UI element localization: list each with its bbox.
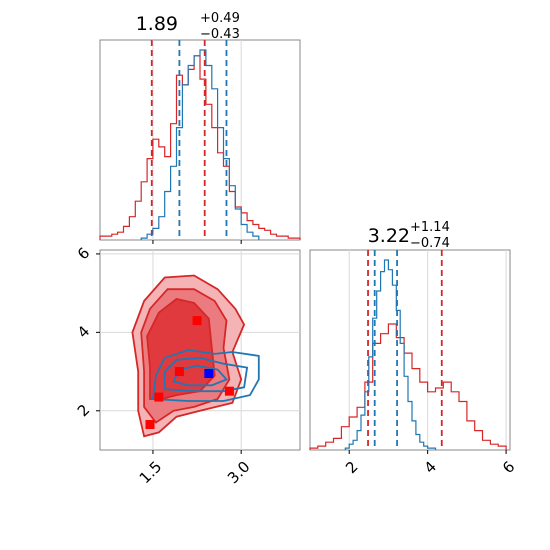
marker-1 (174, 367, 184, 377)
tl-series-1-histogram (140, 49, 260, 240)
marker-2 (224, 386, 234, 396)
bl-xtick-label-0: 1.5 (136, 458, 166, 488)
top-left-frame (99, 39, 301, 241)
marker-4 (145, 420, 155, 430)
bottom-right-title-value: 3.22 (368, 225, 410, 247)
blue-contour-level-0 (151, 349, 260, 402)
top-left-title-plus: +0.49 (200, 11, 240, 26)
bl-contours (131, 274, 260, 438)
marker-3 (154, 392, 164, 402)
top-left-title-value: 1.89 (136, 13, 178, 35)
bottom-right-title-minus: −0.74 (410, 236, 450, 251)
bottom-right-frame (309, 249, 511, 451)
bl-ytick-label-0: 2 (74, 401, 93, 420)
bottom-left-contour-panel: 1.5 3.0 2 4 6 (74, 244, 301, 488)
top-left-histogram-panel: 1.89 +0.49 −0.43 (99, 11, 301, 244)
bottom-left-frame (99, 249, 301, 451)
br-series-0-histogram (309, 323, 507, 450)
bottom-right-histogram-panel: 2 4 6 3.22 +1.14 −0.74 (309, 220, 518, 477)
bl-xtick-label-1: 3.0 (224, 458, 254, 488)
blue-contour-level-1 (163, 356, 249, 393)
br-xtick-label-1: 4 (421, 458, 440, 477)
bl-ytick-label-1: 4 (74, 322, 93, 341)
br-xtick-label-2: 6 (499, 458, 518, 477)
tl-series-0-histogram (99, 55, 301, 240)
bl-ytick-label-2: 6 (74, 244, 93, 263)
bottom-right-title-plus: +1.14 (410, 220, 450, 235)
br-series-1-histogram (344, 259, 437, 450)
top-left-title-minus: −0.43 (200, 27, 240, 42)
br-xtick-label-0: 2 (342, 458, 361, 477)
marker-0 (192, 316, 202, 326)
marker-5 (204, 369, 214, 379)
